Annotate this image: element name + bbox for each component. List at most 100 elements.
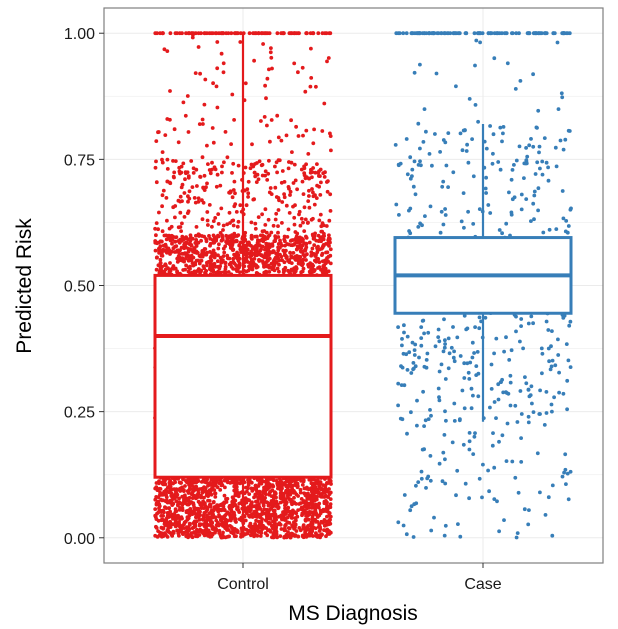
data-point	[502, 349, 506, 354]
data-point	[499, 380, 503, 384]
data-point	[176, 249, 181, 254]
data-point	[293, 516, 298, 520]
data-point	[446, 336, 451, 341]
data-point	[191, 493, 196, 498]
data-point	[313, 254, 318, 258]
data-point	[497, 529, 501, 534]
data-point	[234, 210, 239, 214]
data-point	[204, 269, 209, 273]
data-point	[250, 500, 254, 505]
data-point	[280, 513, 285, 517]
data-point	[563, 452, 568, 457]
data-point	[276, 230, 280, 235]
data-point	[529, 314, 534, 319]
data-point	[278, 494, 283, 498]
data-point	[260, 229, 265, 234]
data-point	[313, 258, 317, 263]
data-point	[303, 518, 308, 523]
data-point	[315, 245, 319, 250]
data-point	[423, 214, 427, 219]
data-point	[280, 486, 284, 491]
data-point	[492, 465, 497, 470]
data-point	[186, 479, 191, 484]
data-point	[259, 499, 264, 504]
data-point	[157, 481, 161, 486]
data-point	[295, 231, 300, 236]
data-point	[224, 524, 228, 529]
data-point	[319, 224, 324, 229]
data-point	[265, 76, 270, 81]
data-point	[214, 528, 219, 533]
data-point	[272, 535, 277, 539]
data-point	[280, 200, 285, 204]
data-point	[289, 160, 294, 165]
data-point	[196, 45, 201, 49]
data-point	[568, 365, 573, 369]
data-point	[160, 481, 165, 486]
data-point	[561, 391, 566, 396]
data-point	[168, 237, 172, 242]
data-point	[535, 126, 539, 130]
data-point	[200, 254, 205, 259]
data-point	[497, 228, 502, 232]
data-point	[211, 500, 216, 505]
data-point	[422, 424, 426, 428]
data-point	[288, 189, 293, 194]
data-point	[400, 337, 404, 341]
data-point	[269, 265, 273, 270]
data-point	[153, 239, 158, 243]
data-point	[531, 321, 535, 326]
data-point	[326, 269, 331, 274]
data-point	[319, 532, 324, 537]
data-point	[160, 160, 165, 165]
data-point	[279, 31, 284, 36]
data-point	[238, 31, 243, 36]
data-point	[566, 358, 571, 363]
data-point	[190, 490, 195, 495]
data-point	[442, 345, 447, 350]
data-point	[191, 171, 196, 175]
data-point	[225, 222, 230, 227]
data-point	[183, 251, 187, 256]
data-point	[540, 351, 545, 356]
data-point	[419, 476, 424, 481]
data-point	[284, 248, 288, 253]
data-point	[327, 236, 332, 241]
data-point	[278, 534, 283, 538]
data-point	[487, 489, 491, 494]
data-point	[512, 195, 517, 200]
data-point	[200, 155, 205, 160]
data-point	[301, 257, 306, 262]
data-point	[404, 532, 409, 537]
data-point	[505, 61, 510, 66]
data-point	[211, 81, 216, 86]
data-point	[265, 178, 270, 182]
data-point	[452, 401, 457, 406]
data-point	[519, 192, 524, 197]
data-point	[255, 528, 259, 533]
data-point	[183, 177, 187, 182]
data-point	[245, 489, 249, 494]
data-point	[221, 254, 226, 258]
data-point	[180, 508, 185, 512]
data-point	[237, 265, 242, 270]
data-point	[492, 400, 497, 404]
data-point	[494, 336, 499, 341]
data-point	[421, 318, 426, 323]
data-point	[502, 518, 506, 522]
data-point	[173, 239, 178, 244]
data-point	[480, 31, 485, 36]
data-point	[173, 266, 178, 271]
data-point	[260, 212, 264, 217]
data-point	[274, 160, 279, 165]
data-point	[284, 535, 289, 540]
data-point	[189, 159, 194, 163]
data-point	[477, 476, 482, 481]
data-point	[172, 170, 177, 175]
data-point	[183, 267, 188, 272]
data-point	[302, 229, 307, 234]
data-point	[243, 518, 248, 523]
data-point	[266, 217, 271, 222]
data-point	[314, 84, 318, 89]
data-point	[560, 95, 565, 100]
